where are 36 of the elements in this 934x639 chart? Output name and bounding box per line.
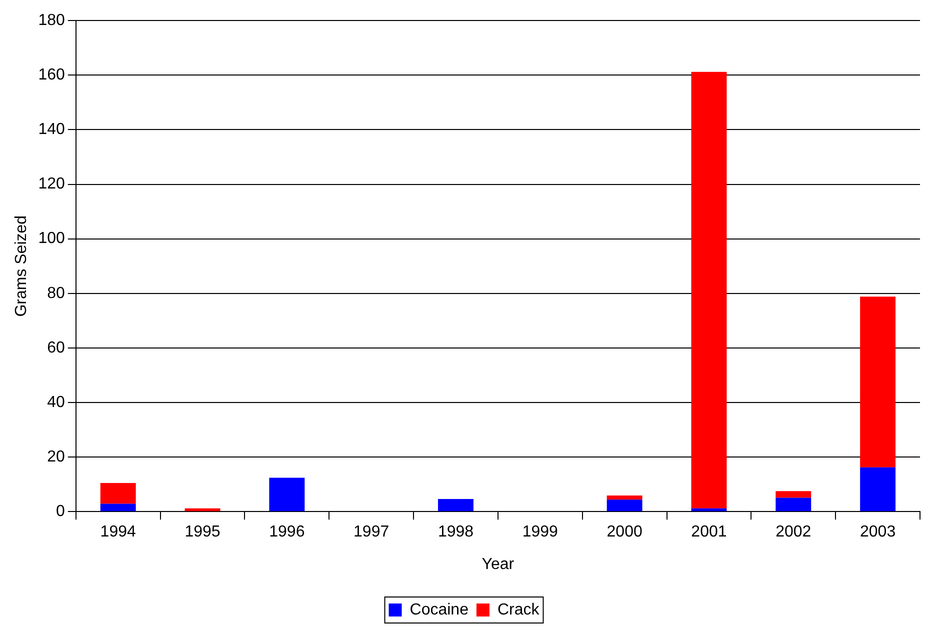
y-tick-label: 140 <box>38 121 65 138</box>
y-tick-label: 20 <box>47 448 65 466</box>
y-tick-label: 80 <box>47 284 65 302</box>
x-tick-label: 2002 <box>776 524 812 541</box>
x-axis-title: Year <box>482 556 515 573</box>
y-tick-label: 100 <box>38 230 65 248</box>
x-tick-label: 2003 <box>860 524 896 541</box>
legend-label: Cocaine <box>410 601 469 618</box>
bar <box>438 499 474 512</box>
x-tick-label: 1994 <box>100 524 136 541</box>
bar <box>100 504 136 512</box>
bar <box>691 508 727 512</box>
bar <box>776 498 812 512</box>
bar <box>860 296 896 468</box>
bar <box>269 478 305 512</box>
y-tick-label: 180 <box>38 12 65 30</box>
y-axis-title: Grams Seized <box>13 215 30 317</box>
bar <box>606 500 642 512</box>
bar <box>606 496 642 500</box>
x-tick-label: 2000 <box>606 524 642 541</box>
y-tick-label: 160 <box>38 66 65 84</box>
y-tick-label: 40 <box>47 394 65 411</box>
x-tick-label: 2001 <box>691 524 727 541</box>
x-tick-label: 1998 <box>438 524 474 541</box>
bar <box>776 491 812 498</box>
y-tick-label: 120 <box>38 176 65 193</box>
bar <box>691 72 727 508</box>
legend-label: Crack <box>497 601 540 618</box>
y-tick-label: 0 <box>56 503 65 520</box>
bar <box>860 467 896 512</box>
bar <box>100 482 136 504</box>
x-tick-label: 1996 <box>269 524 305 541</box>
x-tick-label: 1997 <box>354 524 390 541</box>
y-tick-label: 60 <box>47 339 65 356</box>
x-tick-label: 1999 <box>522 524 558 541</box>
x-tick-label: 1995 <box>184 524 220 541</box>
